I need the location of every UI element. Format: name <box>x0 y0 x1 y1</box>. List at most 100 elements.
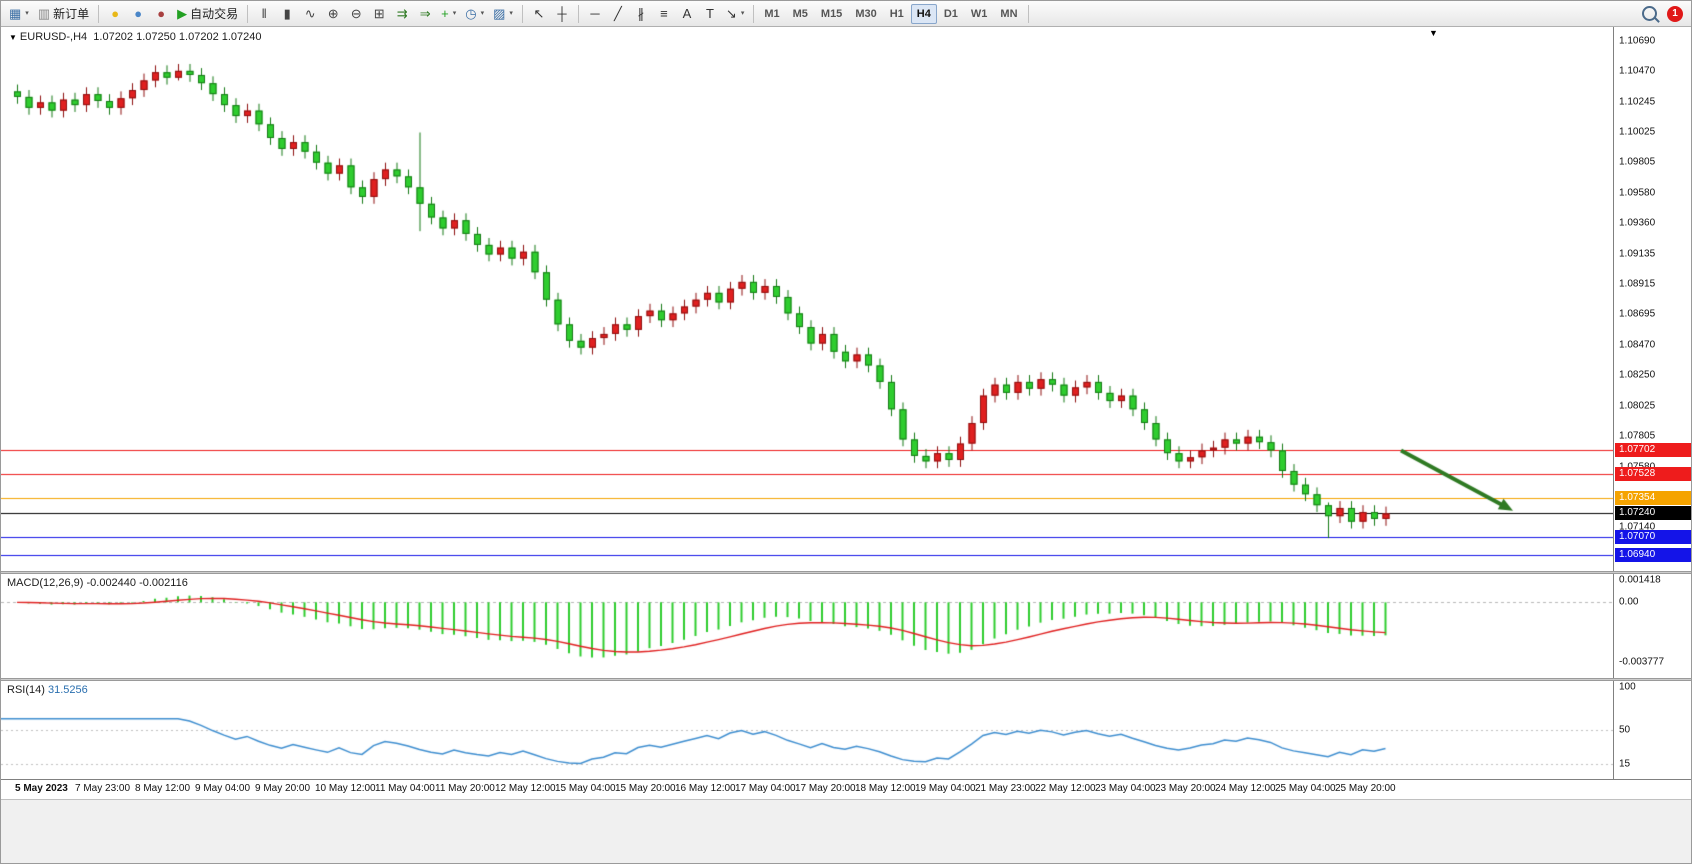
time-label: 11 May 20:00 <box>435 783 495 794</box>
text-button[interactable]: A <box>676 3 698 25</box>
time-label: 9 May 20:00 <box>255 783 311 794</box>
price-scale[interactable]: 1.10690 1.10470 1.10245 1.10025 1.09805 1.095… <box>1613 27 1691 779</box>
macd-label: MACD(12,26,9) -0.002440 -0.002116 <box>7 577 188 589</box>
candle-chart-type-button[interactable]: ▮ <box>276 3 298 25</box>
templates-icon: ▨ <box>493 6 506 21</box>
line-chart-type-button[interactable]: ∿ <box>299 3 321 25</box>
rsi-indicator-canvas[interactable] <box>1 681 1613 779</box>
chart-shift-button[interactable]: ⇒ <box>414 3 436 25</box>
zoom-out-icon: ⊖ <box>350 6 362 21</box>
macd-signal-value: -0.002116 <box>139 577 188 589</box>
new-order-label: 新订单 <box>53 6 90 21</box>
time-label: 15 May 04:00 <box>555 783 616 794</box>
time-label: 10 May 12:00 <box>315 783 376 794</box>
zoom-in-button[interactable]: ⊕ <box>322 3 344 25</box>
text-label-button[interactable]: T <box>699 3 721 25</box>
timeframe-m5-button[interactable]: M5 <box>787 4 814 24</box>
timeframe-m1-button[interactable]: M1 <box>758 4 785 24</box>
text-icon: A <box>682 6 692 21</box>
time-label: 21 May 23:00 <box>975 783 1036 794</box>
time-label: 15 May 20:00 <box>615 783 676 794</box>
bar-chart-type-button[interactable]: ‖ <box>253 3 275 25</box>
text-label-icon: T <box>705 6 714 21</box>
macd-tick: 0.001418 <box>1619 574 1661 586</box>
line-chart-type-icon: ∿ <box>304 6 316 21</box>
timeframe-h4-button[interactable]: H4 <box>910 3 937 24</box>
new-order-button[interactable]: ▥ 新订单 <box>34 3 93 25</box>
macd-tick: -0.003777 <box>1619 656 1665 668</box>
autotrading-button[interactable]: ▶ 自动交易 <box>173 3 242 25</box>
tile-windows-icon: ⊞ <box>373 6 385 21</box>
rsi-tick: 50 <box>1619 724 1631 736</box>
periods-icon: ◷ <box>465 6 477 21</box>
templates-button[interactable]: ▨ ▾ <box>489 3 517 25</box>
equidistant-channel-button[interactable]: ∦ <box>630 3 652 25</box>
auto-scroll-button[interactable]: ⇉ <box>391 3 413 25</box>
notification-badge[interactable]: 1 <box>1667 5 1683 22</box>
horizontal-line-icon: ─ <box>590 6 600 21</box>
dropdown-caret-icon: ▾ <box>25 10 29 17</box>
terminal-button[interactable]: ● <box>150 3 172 25</box>
timeframe-w1-button[interactable]: W1 <box>965 4 994 24</box>
arrows-tool-icon: ↘ <box>725 6 737 21</box>
macd-tick: 0.00 <box>1619 596 1639 608</box>
time-label: 19 May 04:00 <box>915 783 976 794</box>
timeframe-buttons: M1 M5 M15 M30 H1 H4 D1 W1 MN <box>758 3 1023 24</box>
time-label: 24 May 12:00 <box>1215 783 1276 794</box>
toolbar-buttons: ▦ ▾ ▥ 新订单 ● ● ● ▶ 自动交易 ‖ ▮ ∿ ⊕ ⊖ ⊞ ⇉ ⇒ + ▾ ◷ ▾ ▨ ▾ ↖ ┼ ─ ╱ ∦ ≡ A T ↘ ▾ <box>5 3 758 25</box>
periods-button[interactable]: ◷ ▾ <box>461 3 488 25</box>
crosshair-button[interactable]: ┼ <box>551 3 573 25</box>
panel-splitter[interactable] <box>1 571 1691 574</box>
time-scale[interactable]: 5 May 2023 7 May 23:00 8 May 12:00 9 May 04… <box>1 779 1691 799</box>
tile-windows-button[interactable]: ⊞ <box>368 3 390 25</box>
zoom-out-button[interactable]: ⊖ <box>345 3 367 25</box>
panel-splitter[interactable] <box>1 678 1691 681</box>
crosshair-icon: ┼ <box>557 6 567 21</box>
rsi-value: 31.5256 <box>47 684 88 696</box>
data-window-button[interactable]: ● <box>127 3 149 25</box>
rsi-tick: 100 <box>1619 681 1636 693</box>
price-tick: 1.10470 <box>1619 65 1656 77</box>
time-label: 12 May 12:00 <box>495 783 556 794</box>
candle-chart-type-icon: ▮ <box>283 6 291 21</box>
support-line-1-badge: 1.07070 <box>1615 529 1691 544</box>
price-chart-canvas[interactable] <box>1 27 1613 571</box>
time-label: 17 May 04:00 <box>735 783 796 794</box>
arrows-tool-button[interactable]: ↘ ▾ <box>722 3 748 25</box>
horizontal-line-button[interactable]: ─ <box>584 3 606 25</box>
price-tick: 1.09360 <box>1619 217 1656 229</box>
fibonacci-button[interactable]: ≡ <box>653 3 675 25</box>
price-tick: 1.09580 <box>1619 187 1656 199</box>
trendline-button[interactable]: ╱ <box>607 3 629 25</box>
auto-scroll-icon: ⇉ <box>396 6 408 21</box>
trendline-icon: ╱ <box>614 6 622 21</box>
timeframe-h1-button[interactable]: H1 <box>884 4 910 24</box>
market-watch-button[interactable]: ● <box>104 3 126 25</box>
timeframe-mn-button[interactable]: MN <box>994 4 1023 24</box>
time-label: 18 May 12:00 <box>855 783 916 794</box>
pivot-line-badge: 1.07354 <box>1615 490 1691 505</box>
timeframe-d1-button[interactable]: D1 <box>938 4 964 24</box>
macd-indicator-canvas[interactable] <box>1 574 1613 678</box>
timeframe-m30-button[interactable]: M30 <box>849 4 882 24</box>
indicators-icon: + <box>441 6 449 21</box>
resistance-line-1-badge: 1.07702 <box>1615 443 1691 458</box>
toolbar: ▦ ▾ ▥ 新订单 ● ● ● ▶ 自动交易 ‖ ▮ ∿ ⊕ ⊖ ⊞ ⇉ ⇒ + ▾ ◷ ▾ ▨ ▾ ↖ ┼ ─ ╱ ∦ ≡ A T ↘ ▾ M… <box>1 1 1691 27</box>
toolbar-separator <box>98 4 100 23</box>
timeframe-m15-button[interactable]: M15 <box>815 4 848 24</box>
price-tick: 1.09135 <box>1619 248 1656 260</box>
indicators-button[interactable]: + ▾ <box>437 3 460 25</box>
new-chart-button[interactable]: ▦ ▾ <box>5 3 33 25</box>
resistance-line-2-badge: 1.07528 <box>1615 466 1691 481</box>
price-tick: 1.08025 <box>1619 400 1656 412</box>
time-label: 7 May 23:00 <box>75 783 131 794</box>
time-label: 25 May 20:00 <box>1335 783 1396 794</box>
cursor-button[interactable]: ↖ <box>528 3 550 25</box>
macd-name: MACD(12,26,9) <box>7 577 84 589</box>
price-tick: 1.08915 <box>1619 278 1656 290</box>
ohlc-values: 1.07202 1.07250 1.07202 1.07240 <box>93 31 262 43</box>
autotrading-label: 自动交易 <box>190 6 239 21</box>
search-icon[interactable] <box>1642 6 1657 21</box>
time-label: 22 May 12:00 <box>1035 783 1096 794</box>
